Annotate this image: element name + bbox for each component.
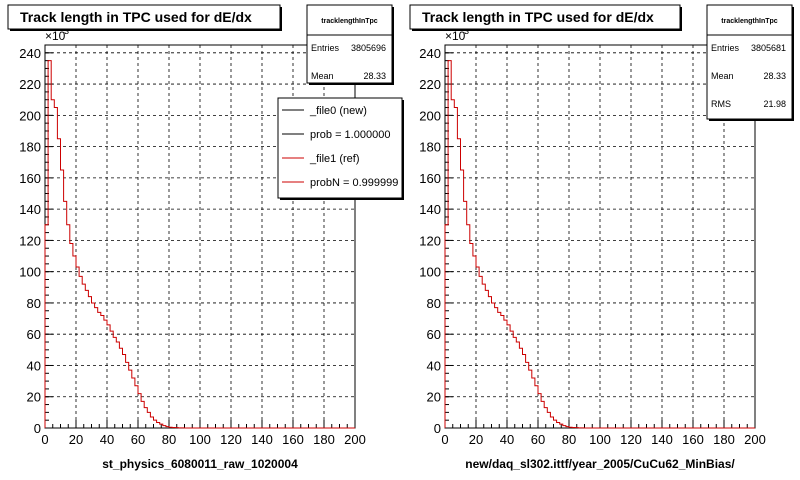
stats-label: Mean: [711, 71, 734, 81]
histogram-series-line: [44, 60, 355, 429]
legend-entries: _file0 (new) prob = 1.000000 _file1 (ref) p…: [282, 105, 398, 189]
x-tick-label: 100: [589, 432, 611, 447]
legend-label: prob = 1.000000: [310, 129, 390, 141]
y-tick-label: 100: [19, 265, 41, 280]
y-tick-label: 0: [434, 421, 441, 436]
y-tick-label: 60: [427, 327, 441, 342]
chart-panel-1: 0 20 40 60 80 100 120 140 160 180 200 0 20 40 60 80 100 1…: [7, 4, 404, 471]
x-tick-label: 200: [744, 432, 766, 447]
x-axis-label: st_physics_6080011_raw_1020004: [102, 457, 298, 471]
stats-box: [706, 4, 793, 120]
x-tick-label: 180: [313, 432, 335, 447]
title-box: [7, 4, 281, 30]
y-tick-label: 80: [427, 296, 441, 311]
y-tick-label: 220: [19, 77, 41, 92]
y-tick-label: 140: [19, 202, 41, 217]
stats-label: RMS: [711, 99, 731, 109]
stats-label: Entries: [311, 43, 340, 53]
y-tick-label: 160: [19, 171, 41, 186]
legend-box: [277, 97, 403, 199]
chart-panel-2: 0 20 40 60 80 100 120 140 160 180 200 0 20 40 60 80 100 1…: [409, 4, 794, 471]
y-tick-label: 160: [419, 171, 441, 186]
y-tick-label: 40: [427, 358, 441, 373]
x-tick-label: 140: [651, 432, 673, 447]
x-tick-label: 200: [344, 432, 366, 447]
y-tick-label: 240: [19, 46, 41, 61]
y-tick-label: 120: [419, 233, 441, 248]
y-exponent-label: ×10: [445, 29, 466, 43]
y-tick-label: 200: [419, 108, 441, 123]
title-box: [409, 4, 681, 30]
stats-name: tracklengthInTpc: [721, 18, 778, 25]
x-tick-label: 60: [531, 432, 545, 447]
x-tick-label: 120: [620, 432, 642, 447]
x-tick-label: 120: [220, 432, 242, 447]
stats-value: 3805696: [351, 43, 386, 53]
stats-value: 3805681: [751, 43, 786, 53]
chart-title: Track length in TPC used for dE/dx: [422, 9, 654, 25]
stats-value: 21.98: [763, 99, 786, 109]
x-tick-label: 60: [131, 432, 145, 447]
x-tick-label: 80: [162, 432, 176, 447]
y-tick-label: 0: [34, 421, 41, 436]
y-tick-label: 120: [19, 233, 41, 248]
legend-label: probN = 0.999999: [310, 177, 398, 189]
y-tick-label: 220: [419, 77, 441, 92]
legend: _file0 (new) prob = 1.000000 _file1 (ref) p…: [277, 97, 403, 199]
x-tick-label: 20: [69, 432, 83, 447]
y-tick-label: 180: [419, 140, 441, 155]
y-exponent-label: ×10: [45, 29, 66, 43]
y-tick-label: 40: [27, 358, 41, 373]
x-tick-label: 160: [282, 432, 304, 447]
x-tick-label: 180: [713, 432, 735, 447]
x-tick-label: 0: [441, 432, 448, 447]
stats-name: tracklengthInTpc: [321, 18, 378, 25]
y-tick-label: 20: [427, 390, 441, 405]
chart-title: Track length in TPC used for dE/dx: [20, 9, 252, 25]
x-axis-label: new/daq_sl302.ittf/year_2005/CuCu62_MinB…: [465, 457, 735, 471]
x-tick-label: 80: [562, 432, 576, 447]
legend-label: _file1 (ref): [309, 153, 360, 165]
x-tick-label: 0: [41, 432, 48, 447]
stats-value: 28.33: [363, 71, 386, 81]
legend-label: _file0 (new): [309, 105, 367, 117]
stats-value: 28.33: [763, 71, 786, 81]
histogram-series-line: [444, 60, 755, 429]
x-tick-label: 20: [469, 432, 483, 447]
y-tick-label: 140: [419, 202, 441, 217]
stats-box: [306, 4, 393, 84]
y-tick-label: 180: [19, 140, 41, 155]
y-tick-label: 20: [27, 390, 41, 405]
x-tick-label: 40: [500, 432, 514, 447]
x-tick-label: 140: [251, 432, 273, 447]
stats-label: Entries: [711, 43, 740, 53]
y-tick-label: 240: [419, 46, 441, 61]
y-tick-label: 80: [27, 296, 41, 311]
stats-label: Mean: [311, 71, 334, 81]
x-tick-label: 100: [189, 432, 211, 447]
y-tick-label: 200: [19, 108, 41, 123]
x-tick-label: 160: [682, 432, 704, 447]
y-tick-label: 100: [419, 265, 441, 280]
x-tick-label: 40: [100, 432, 114, 447]
y-tick-label: 60: [27, 327, 41, 342]
